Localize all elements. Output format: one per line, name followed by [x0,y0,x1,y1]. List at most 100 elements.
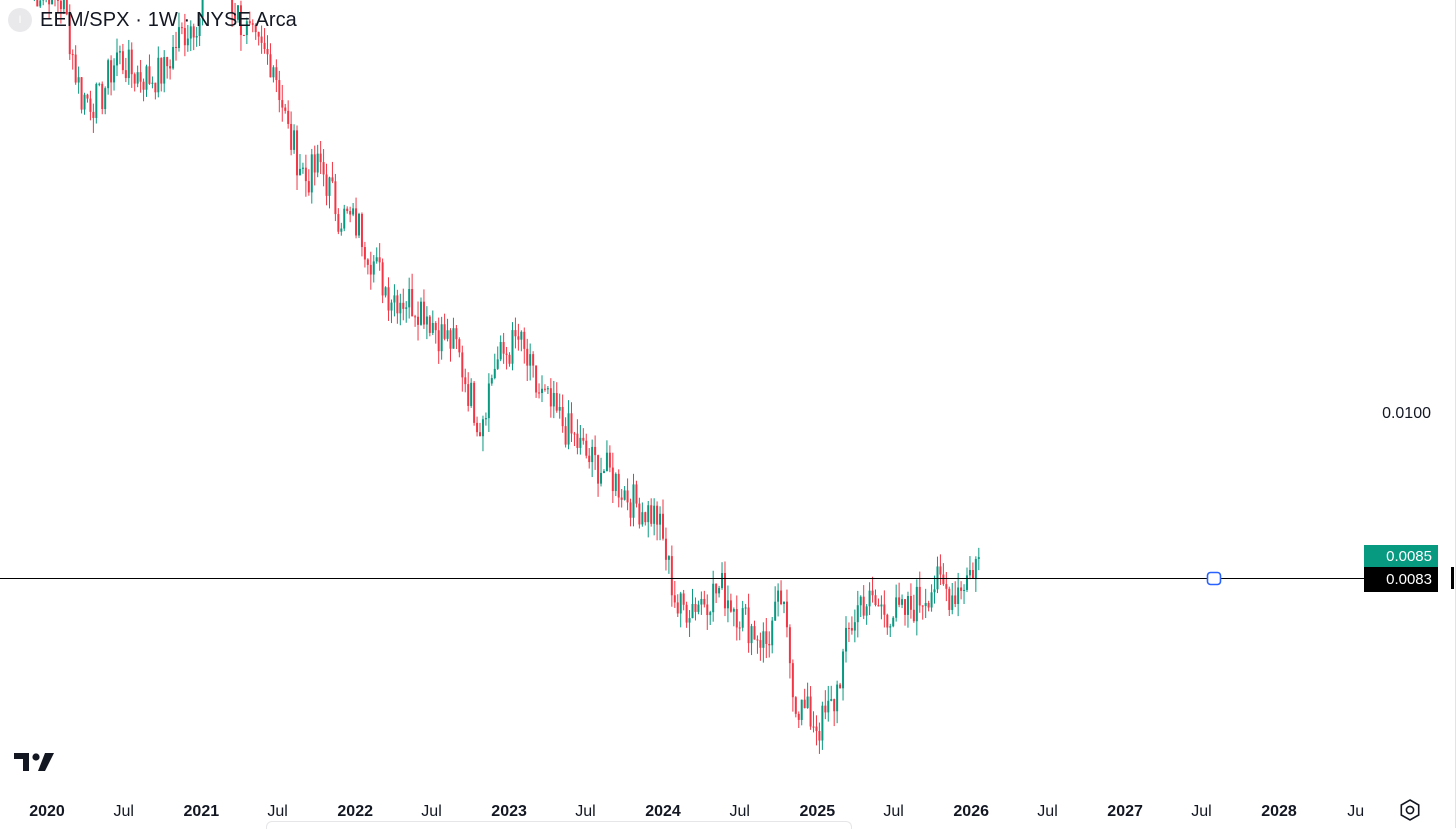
candle-body [509,355,511,364]
candle-body [978,557,980,559]
candle-body [603,471,605,473]
candle-body [449,330,451,348]
candle [485,413,487,426]
candle [134,73,136,92]
candle-body [264,43,266,49]
candle [907,592,909,628]
candle [137,66,139,88]
candle-body [727,600,729,608]
candle-body [196,36,198,37]
candle-body [72,54,74,55]
candle-body [939,566,941,574]
candle-body [901,599,903,605]
candle [851,616,853,634]
candle-body [122,51,124,70]
candle-body [895,597,897,617]
candle [420,298,422,326]
x-tick-label: 2028 [1261,803,1297,820]
candle-body [789,627,791,663]
candle [243,35,245,36]
candle [609,445,611,472]
candle-body [612,468,614,491]
candle [128,40,130,85]
candle [960,581,962,599]
candle [786,590,788,638]
candle-body [328,177,330,196]
candle [922,605,924,619]
candle-body [621,498,623,500]
candle [565,417,567,447]
candle-body [931,592,933,607]
candle-body [686,605,688,623]
candle [925,589,927,618]
candle [423,289,425,329]
candle-body [715,584,717,594]
candle-body [573,433,575,434]
candle-body [556,393,558,411]
candle [600,458,602,487]
symbol-title[interactable]: EEM/SPX · 1W · NYSE Arca [40,9,297,32]
horizontal-line-price-label[interactable]: 0.0083 [1364,567,1438,592]
tradingview-logo-icon[interactable] [12,750,56,779]
candle [367,258,369,274]
candle-body [683,593,685,604]
candle-body [494,369,496,378]
candle [278,71,280,112]
candle-body [393,295,395,302]
candle-body [284,108,286,111]
candle [863,585,865,619]
candle [848,622,850,642]
x-tick-label: Jul [730,803,750,820]
candle [98,83,100,87]
candle-body [568,413,570,444]
candle [104,86,106,114]
candle-body [733,609,735,612]
settings-icon[interactable] [1398,798,1422,827]
candle [588,448,590,469]
x-tick-label: 2027 [1107,803,1143,820]
candle-body [644,512,646,522]
candle-body [851,628,853,630]
candle-body [768,644,770,645]
candle [414,315,416,327]
candle-body [659,514,661,525]
candle-body [630,502,632,517]
candle-body [388,287,390,310]
candle [509,352,511,367]
candle [783,602,785,614]
candle-body [638,504,640,525]
candle [975,556,977,592]
candle-body [677,602,679,613]
candle [936,557,938,593]
candle [901,594,903,608]
candle-body [910,596,912,610]
candle-body [706,604,708,615]
candle-body [358,214,360,236]
candle [287,100,289,128]
candle [328,177,330,209]
horizontal-line-group[interactable] [0,573,1365,585]
candle-body [243,35,245,36]
price-axis-line-grip[interactable] [1451,567,1454,589]
candle [872,577,874,603]
candle [75,45,77,85]
candle [591,440,593,478]
candle-body [975,559,977,579]
candle [771,617,773,653]
candle-body [84,95,86,110]
candle-body [780,591,782,604]
candle [706,594,708,630]
candle-body [479,432,481,436]
candle [597,455,599,497]
horizontal-line-handle[interactable] [1207,573,1220,585]
candle [438,318,440,364]
candle-body [302,168,304,169]
candle-body [786,602,788,628]
candle-body [807,697,809,709]
candle [807,683,809,709]
candle-body [438,330,440,351]
candle [615,472,617,496]
